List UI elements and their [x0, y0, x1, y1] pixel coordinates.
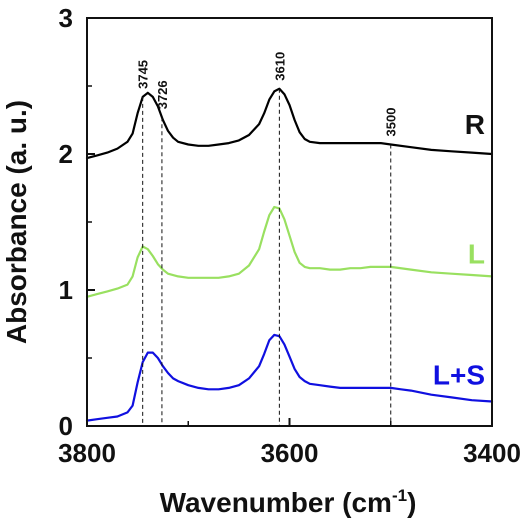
peak-marker-label: 3610 — [272, 52, 287, 81]
series-label-l: L — [468, 238, 485, 269]
series-line-l-s — [85, 333, 494, 422]
y-tick-label: 1 — [59, 275, 73, 305]
x-tick-label: 3600 — [261, 438, 319, 468]
x-axis-title-main: Wavenumber (cm — [160, 487, 392, 518]
x-axis-title-close: ) — [407, 487, 416, 518]
peak-marker-label: 3500 — [384, 108, 399, 137]
series-label-l-s: L+S — [433, 359, 485, 390]
x-tick-label: 3800 — [58, 438, 116, 468]
x-axis-title-sup: -1 — [392, 486, 407, 505]
x-axis-title: Wavenumber (cm-1) — [160, 486, 417, 518]
y-tick-label: 2 — [59, 139, 73, 169]
series-lines — [85, 87, 494, 422]
axes — [86, 17, 493, 427]
series-line-l — [85, 205, 494, 298]
y-axis-title: Absorbance (a. u.) — [1, 100, 32, 344]
series-label-r: R — [465, 109, 485, 140]
peak-marker-label: 3745 — [136, 60, 151, 89]
y-tick-label: 0 — [59, 411, 73, 441]
y-tick-label: 3 — [59, 3, 73, 33]
peak-markers — [142, 88, 392, 426]
series-line-r — [85, 87, 494, 160]
x-tick-label: 3400 — [463, 438, 521, 468]
tick-labels: 0 1 2 3 3800 3600 3400 R L L+S 3745 3726 3610 3500 — [58, 3, 521, 468]
peak-marker-label: 3726 — [155, 80, 170, 109]
